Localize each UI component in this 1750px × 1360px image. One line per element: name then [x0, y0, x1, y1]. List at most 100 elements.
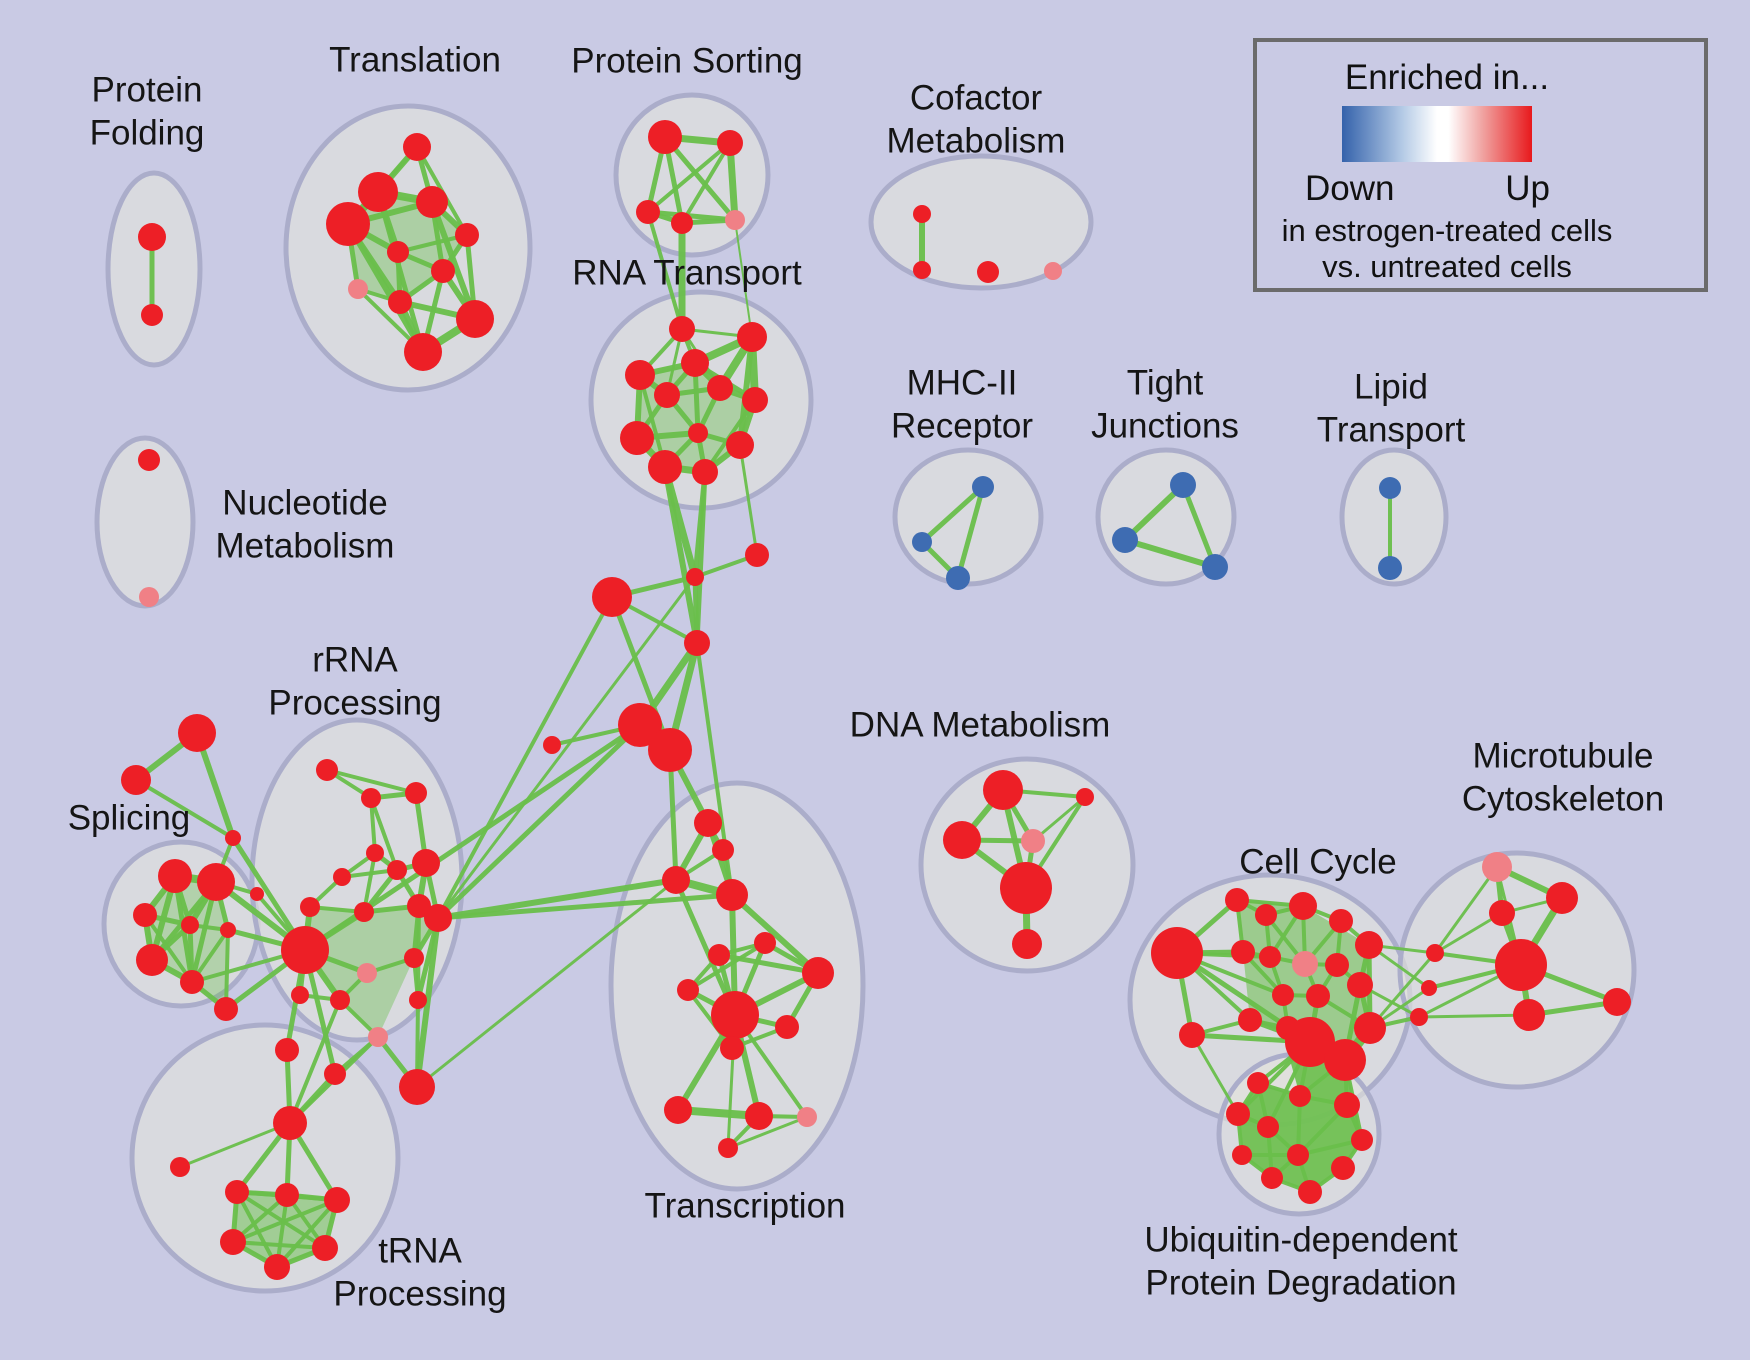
node-mh0 — [972, 476, 994, 498]
node-cc4 — [1355, 931, 1383, 959]
node-x1 — [712, 839, 734, 861]
legend-caption-line1: in estrogen-treated cells — [1281, 213, 1613, 248]
edge-g1-a13 — [436, 575, 697, 920]
node-r7 — [620, 421, 654, 455]
node-cc12 — [1238, 1008, 1262, 1032]
cluster-label-rrna-processing-line1: rRNA — [312, 640, 398, 679]
edge-p1-p2 — [646, 141, 732, 214]
node-g6 — [543, 736, 561, 754]
node-t5 — [455, 223, 479, 247]
cluster-label-protein-sorting: Protein Sorting — [571, 41, 803, 80]
node-x3 — [716, 879, 748, 911]
edge-x3-x7 — [729, 892, 821, 976]
node-cc6 — [1259, 946, 1281, 968]
node-s5 — [136, 944, 168, 976]
node-u3 — [275, 1183, 299, 1207]
edge-t2-t9 — [429, 199, 478, 322]
node-mh2 — [946, 566, 970, 590]
edge-ccb-b3 — [1190, 1033, 1240, 1116]
node-d2 — [943, 821, 981, 859]
cluster-label-lipid-transport-line2: Transport — [1317, 410, 1466, 449]
node-x6 — [677, 979, 699, 1001]
cluster-ellipse-mhc-ii-receptor — [892, 447, 1044, 587]
node-cc8 — [1325, 953, 1349, 977]
node-b8 — [1331, 1156, 1355, 1180]
node-g2 — [745, 543, 769, 567]
cluster-label-transcription: Transcription — [645, 1186, 846, 1225]
node-m3 — [1495, 939, 1547, 991]
node-m1 — [1546, 882, 1578, 914]
node-s3 — [181, 916, 199, 934]
node-s0 — [158, 859, 192, 893]
edge-a0-a2 — [325, 768, 418, 795]
node-r3 — [625, 360, 655, 390]
node-tj0 — [1170, 472, 1196, 498]
node-n1 — [139, 587, 159, 607]
node-d0 — [983, 770, 1023, 810]
node-x5 — [708, 944, 730, 966]
cluster-label-ubiquitin-degradation-line1: Ubiquitin-dependent — [1144, 1220, 1458, 1259]
node-x9 — [775, 1015, 799, 1039]
node-g5 — [648, 728, 692, 772]
cluster-label-tight-junctions-line2: Junctions — [1091, 406, 1239, 445]
legend-box: Enriched in... Down Up in estrogen-treat… — [1253, 38, 1708, 292]
cluster-label-ubiquitin-degradation-line2: Protein Degradation — [1145, 1263, 1456, 1302]
node-u1 — [170, 1157, 190, 1177]
cluster-label-tight-junctions-line1: Tight — [1127, 363, 1204, 402]
node-b9 — [1261, 1167, 1283, 1189]
node-b5 — [1351, 1129, 1373, 1151]
legend-content: Enriched in... Down Up in estrogen-treat… — [1257, 42, 1637, 288]
node-a17 — [409, 991, 427, 1009]
legend-caption-line2: vs. untreated cells — [1322, 249, 1572, 284]
node-t9 — [456, 300, 494, 338]
cluster-label-mhc-ii-receptor-line2: Receptor — [891, 406, 1033, 445]
node-t8 — [388, 290, 412, 314]
node-x2 — [662, 866, 690, 894]
node-p2 — [636, 200, 660, 224]
edge-p2-r0 — [646, 210, 684, 331]
cluster-label-microtubule-cytoskeleton-line1: Microtubule — [1473, 736, 1654, 775]
node-u7 — [264, 1254, 290, 1280]
node-u2 — [225, 1180, 249, 1204]
node-cc7 — [1292, 951, 1318, 977]
edge-a1-a5 — [369, 796, 399, 872]
node-r5 — [654, 382, 680, 408]
node-s9 — [250, 887, 264, 901]
node-a7 — [300, 897, 320, 917]
node-t1 — [358, 172, 398, 212]
legend-gradient-bar — [1342, 106, 1532, 162]
node-k1 — [1421, 980, 1437, 996]
node-d3 — [1021, 829, 1045, 853]
node-cca — [1151, 927, 1203, 979]
node-p4 — [725, 210, 745, 230]
edge-k2-m4 — [1417, 1013, 1531, 1019]
edge-a13-g0 — [436, 595, 614, 920]
node-b6 — [1232, 1145, 1252, 1165]
node-a19 — [324, 1063, 346, 1085]
node-r10 — [648, 450, 682, 484]
node-b0 — [1247, 1072, 1269, 1094]
edge-k0-m2 — [1433, 911, 1504, 955]
node-pf1 — [141, 304, 163, 326]
node-b2 — [1334, 1092, 1360, 1118]
edge-ch3-k0 — [1368, 951, 1437, 1030]
cluster-ellipse-lipid-transport — [1339, 447, 1449, 587]
node-b7 — [1287, 1144, 1309, 1166]
node-d5 — [1012, 929, 1042, 959]
node-r1 — [737, 322, 767, 352]
node-tj2 — [1202, 554, 1228, 580]
node-a16 — [368, 1027, 388, 1047]
node-f1 — [121, 765, 151, 795]
node-cc2 — [1289, 892, 1317, 920]
edge-x5-x7 — [716, 952, 821, 976]
node-s1 — [197, 863, 235, 901]
node-lt0 — [1379, 477, 1401, 499]
edge-a13-x2 — [435, 877, 679, 921]
node-c3 — [1044, 262, 1062, 280]
edge-s4-s8 — [224, 928, 230, 1011]
node-r4 — [707, 375, 733, 401]
node-a18 — [399, 1069, 435, 1105]
node-p1 — [717, 130, 743, 156]
node-x0 — [694, 809, 722, 837]
